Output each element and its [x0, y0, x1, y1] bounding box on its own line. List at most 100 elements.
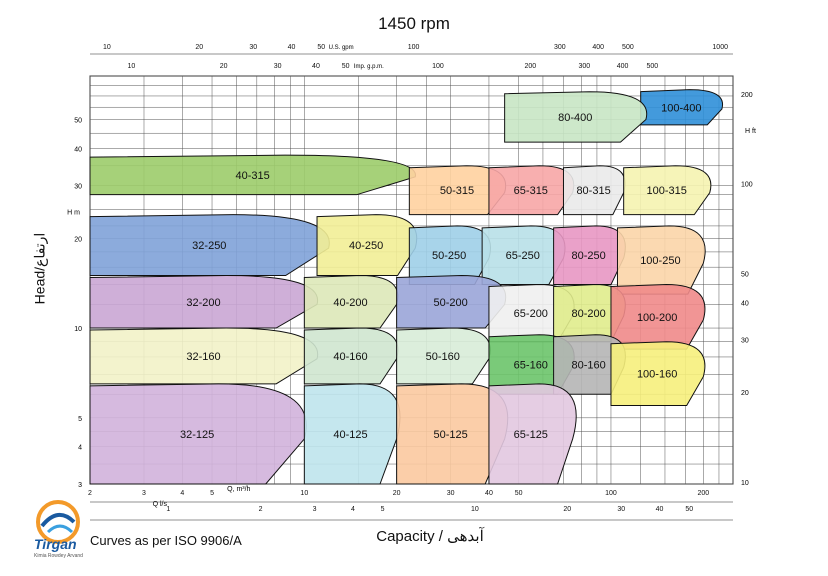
tick-label-q-m3h: 40 [485, 490, 493, 497]
pump-label-65-200: 65-200 [514, 308, 548, 320]
axis-unit-head-m: H m [67, 210, 80, 217]
tirgan-logo-icon [36, 500, 80, 544]
pump-region-40-200 [303, 275, 399, 329]
pump-region-100-315 [623, 165, 712, 216]
tick-label-head-ft: 200 [741, 92, 753, 99]
tick-label-imp-gpm: 500 [646, 63, 658, 70]
pump-label-32-250: 32-250 [192, 240, 226, 252]
tick-label-head-m: 50 [74, 118, 82, 125]
tick-label-us-gpm: 100 [408, 44, 420, 51]
pump-label-40-200: 40-200 [333, 297, 367, 309]
tick-label-q-m3h: 100 [605, 490, 617, 497]
pump-label-65-160: 65-160 [514, 359, 548, 371]
tick-label-us-gpm: 400 [592, 44, 604, 51]
tick-label-imp-gpm: 50 [342, 63, 350, 70]
pump-label-100-160: 100-160 [637, 369, 677, 381]
footnote: Curves as per ISO 9906/A [90, 533, 242, 548]
pump-label-32-160: 32-160 [186, 351, 220, 363]
tick-label-us-gpm: 50 [317, 44, 325, 51]
tick-label-head-m: 40 [74, 146, 82, 153]
tick-label-q-m3h: 20 [393, 490, 401, 497]
tick-label-imp-gpm: 30 [274, 63, 282, 70]
tick-label-us-gpm: 20 [195, 44, 203, 51]
pump-label-40-315: 40-315 [235, 170, 269, 182]
tick-label-imp-gpm: 40 [312, 63, 320, 70]
pump-label-50-160: 50-160 [426, 351, 460, 363]
pump-region-40-160 [303, 327, 399, 385]
tick-label-us-gpm: 1000 [712, 44, 728, 51]
tick-label-q-ls: 4 [351, 506, 355, 513]
tick-label-q-ls: 3 [313, 506, 317, 513]
tick-label-q-m3h: 200 [697, 490, 709, 497]
pump-label-80-315: 80-315 [576, 185, 610, 197]
tick-label-head-m: 30 [74, 184, 82, 191]
logo-text: Tirgan [34, 536, 77, 552]
tick-label-head-ft: 30 [741, 338, 749, 345]
pump-label-32-125: 32-125 [180, 429, 214, 441]
pump-label-65-250: 65-250 [506, 250, 540, 262]
tick-label-head-ft: 100 [741, 182, 753, 189]
tick-label-q-m3h: 50 [515, 490, 523, 497]
pump-label-32-200: 32-200 [186, 297, 220, 309]
pump-label-40-160: 40-160 [333, 351, 367, 363]
tick-label-us-gpm: 40 [288, 44, 296, 51]
pump-label-40-250: 40-250 [349, 240, 383, 252]
pump-region-100-200 [610, 283, 706, 350]
pump-label-100-400: 100-400 [661, 102, 701, 114]
pump-label-65-315: 65-315 [514, 185, 548, 197]
logo-subtext: Kimia Rowdey Arvand [34, 553, 83, 559]
tick-label-imp-gpm: 300 [578, 63, 590, 70]
pump-region-50-160 [396, 327, 491, 385]
axis-unit-q-m3h: Q, m³/h [227, 486, 250, 493]
tick-label-q-ls: 20 [563, 506, 571, 513]
pump-region-80-400 [504, 91, 648, 143]
tick-label-q-m3h: 4 [180, 490, 184, 497]
axis-unit-head-ft: H ft [745, 128, 756, 135]
tick-label-head-m: 3 [78, 482, 82, 489]
tick-label-q-m3h: 2 [88, 490, 92, 497]
pump-label-50-250: 50-250 [432, 250, 466, 262]
tick-label-imp-gpm: 10 [127, 63, 135, 70]
tick-label-q-m3h: 30 [447, 490, 455, 497]
pump-label-40-125: 40-125 [333, 429, 367, 441]
pump-region-100-400 [640, 89, 724, 126]
tick-label-imp-gpm: 20 [220, 63, 228, 70]
tick-label-imp-gpm: 200 [524, 63, 536, 70]
tick-label-q-ls: 5 [381, 506, 385, 513]
tick-label-q-ls: 40 [656, 506, 664, 513]
pump-label-100-250: 100-250 [640, 255, 680, 267]
pump-label-100-200: 100-200 [637, 312, 677, 324]
axis-unit-q-ls: Q l/s [153, 501, 168, 508]
pump-label-80-160: 80-160 [572, 359, 606, 371]
chart-title: 1450 rpm [378, 14, 450, 33]
pump-region-100-160 [610, 341, 706, 406]
tick-label-q-m3h: 10 [300, 490, 308, 497]
pump-label-65-125: 65-125 [514, 429, 548, 441]
tick-label-us-gpm: 30 [249, 44, 257, 51]
tick-label-us-gpm: 500 [622, 44, 634, 51]
tick-label-head-ft: 40 [741, 300, 749, 307]
tick-label-q-m3h: 3 [142, 490, 146, 497]
tick-label-head-m: 10 [74, 326, 82, 333]
tick-label-us-gpm: 300 [554, 44, 566, 51]
tick-label-us-gpm: 10 [103, 44, 111, 51]
pump-label-50-125: 50-125 [434, 429, 468, 441]
axis-unit-us-gpm: U.S. gpm [329, 45, 354, 51]
x-axis-label: Capacity / آبدهی [376, 528, 484, 545]
axis-unit-imp-gpm: Imp. g.p.m. [354, 64, 384, 70]
tick-label-head-ft: 10 [741, 480, 749, 487]
tick-label-imp-gpm: 100 [432, 63, 444, 70]
tick-label-head-m: 5 [78, 416, 82, 423]
pump-label-100-315: 100-315 [647, 185, 687, 197]
tick-label-head-m: 20 [74, 236, 82, 243]
tick-label-head-ft: 50 [741, 271, 749, 278]
tick-label-imp-gpm: 400 [617, 63, 629, 70]
pump-region-65-125 [488, 383, 577, 485]
tick-label-q-ls: 30 [617, 506, 625, 513]
pump-label-80-200: 80-200 [572, 308, 606, 320]
pump-label-50-315: 50-315 [440, 185, 474, 197]
pump-label-80-250: 80-250 [572, 250, 606, 262]
tick-label-q-m3h: 5 [210, 490, 214, 497]
